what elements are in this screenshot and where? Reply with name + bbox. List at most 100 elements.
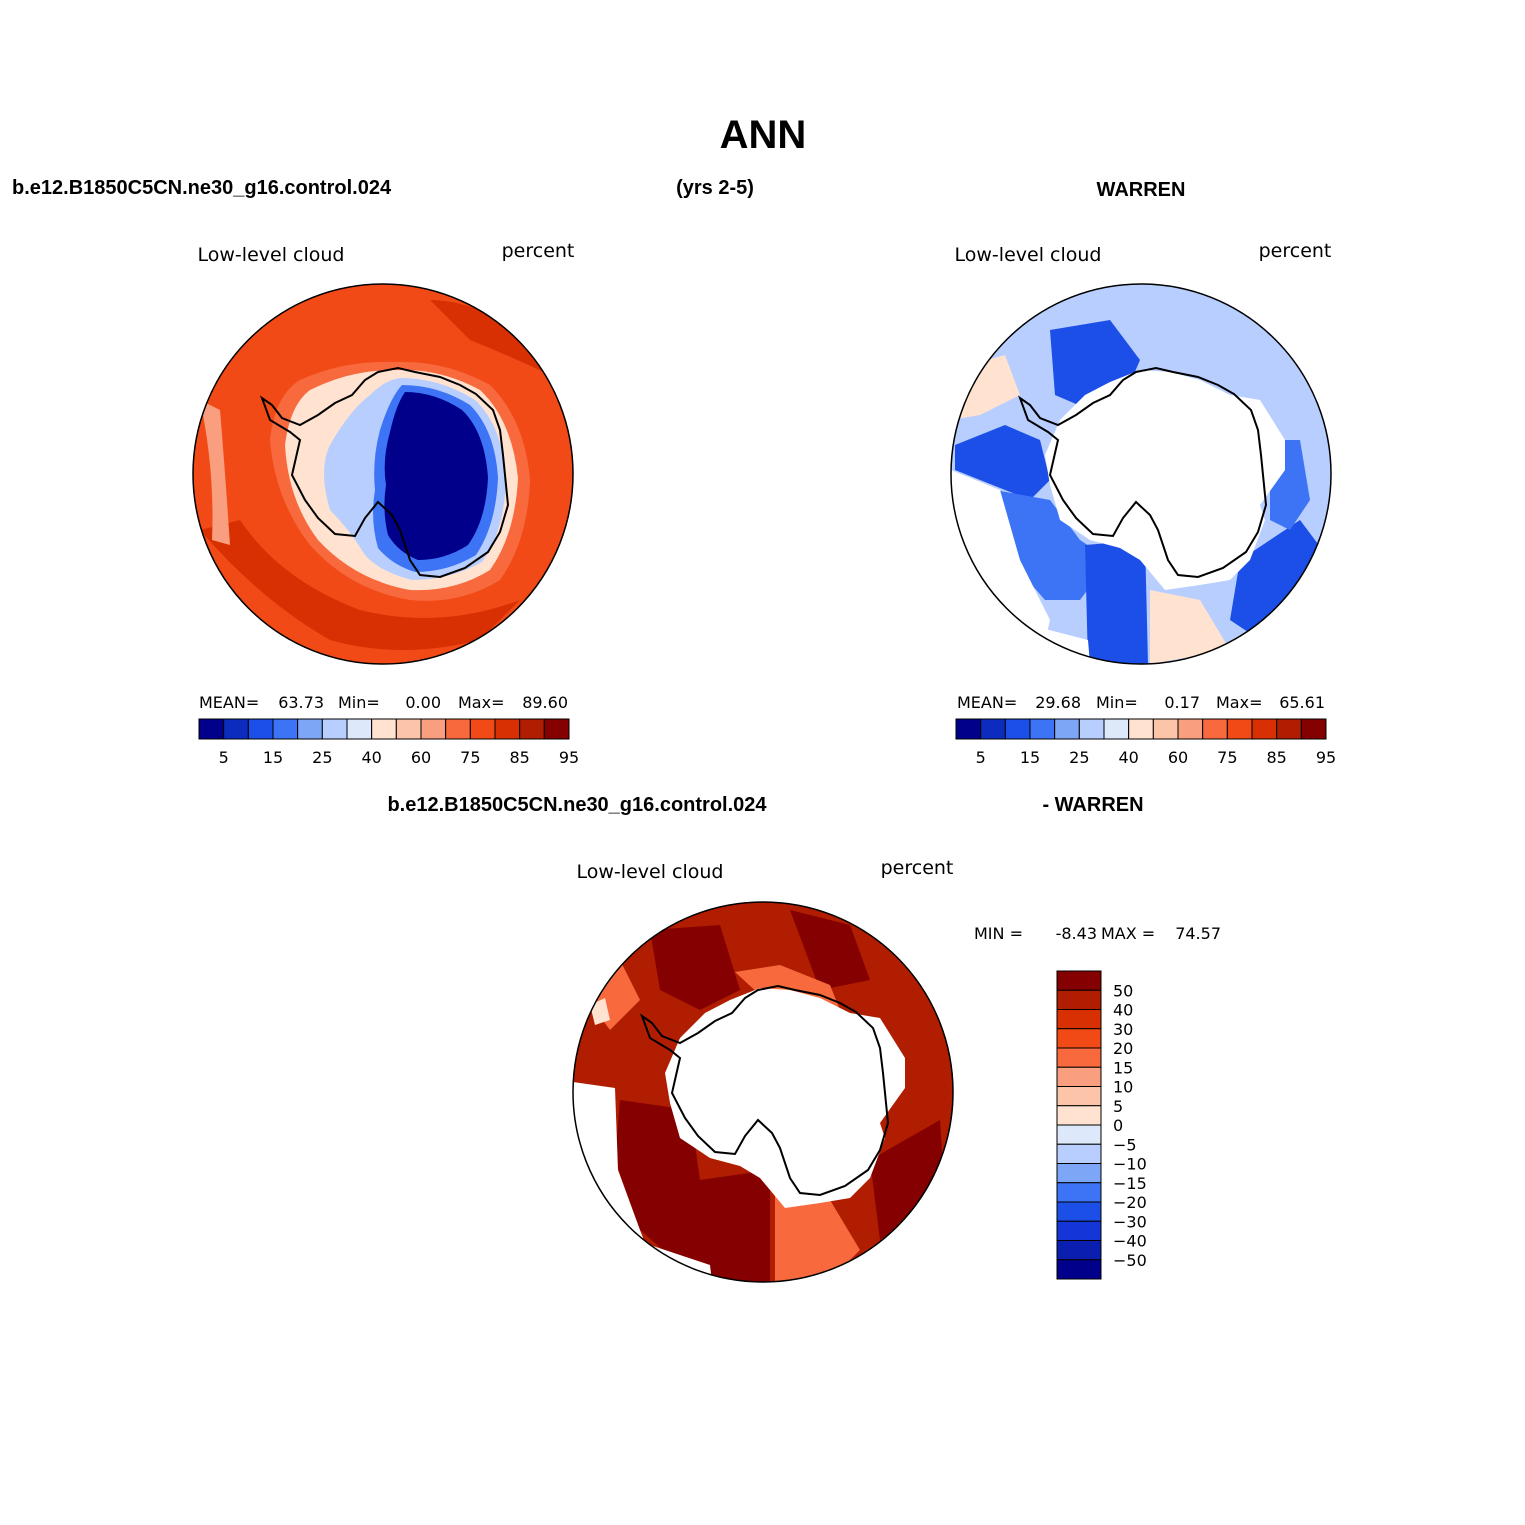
model-antarctica-coastline xyxy=(259,366,510,579)
model-colorbar-box xyxy=(346,718,373,740)
diff-colorbar-box xyxy=(1056,1047,1102,1068)
panel-diff-units: percent xyxy=(881,857,954,879)
diff-field-50-south xyxy=(615,1100,770,1282)
diff-colorbar-label: −50 xyxy=(1113,1251,1147,1270)
diff-min-label: MIN = xyxy=(974,924,1023,943)
model-colorbar-label: 85 xyxy=(509,748,529,767)
obs-mean-label: MEAN= xyxy=(957,693,1017,712)
obs-antarctica-coastline xyxy=(1017,366,1268,579)
obs-field-25-south xyxy=(1085,540,1148,664)
obs-field-25-southeast xyxy=(1230,520,1330,640)
obs-colorbar-box xyxy=(1029,718,1056,740)
obs-colorbar-box xyxy=(1152,718,1179,740)
diff-colorbar-label: 15 xyxy=(1113,1058,1133,1077)
panel-model-units: percent xyxy=(502,240,575,262)
model-colorbar-box xyxy=(297,718,323,740)
diff-colorbar-label: 10 xyxy=(1113,1078,1133,1097)
obs-colorbar-box xyxy=(955,718,982,740)
diff-colorbar-label: −30 xyxy=(1113,1212,1147,1231)
obs-colorbar-box xyxy=(1276,718,1302,740)
model-colorbar: 5 15 25 40 60 75 85 95 xyxy=(198,718,579,767)
diff-antarctica-coastline xyxy=(639,984,890,1197)
diff-colorbar-box xyxy=(1056,1086,1102,1107)
diff-colorbar-label: 5 xyxy=(1113,1097,1123,1116)
case-name: b.e12.B1850C5CN.ne30_g16.control.024 xyxy=(12,177,392,199)
diff-min-value: -8.43 xyxy=(1056,924,1097,943)
panel-diff-boundary xyxy=(572,901,954,1283)
model-colorbar-box xyxy=(395,718,422,740)
diff-field-50-north xyxy=(650,925,740,1010)
diff-colorbar-label: −5 xyxy=(1113,1135,1137,1154)
obs-colorbar-label: 60 xyxy=(1168,748,1188,767)
model-colorbar-label: 15 xyxy=(263,748,283,767)
obs-colorbar-label: 25 xyxy=(1069,748,1089,767)
model-colorbar-label: 25 xyxy=(312,748,332,767)
model-colorbar-box xyxy=(469,718,496,740)
model-colorbar-label: 60 xyxy=(411,748,431,767)
model-field-90-south xyxy=(200,520,520,650)
model-colorbar-box xyxy=(272,718,299,740)
panel-model-map xyxy=(193,284,573,664)
diff-colorbar-box xyxy=(1056,1163,1102,1184)
diff-colorbar-label: 20 xyxy=(1113,1039,1133,1058)
model-colorbar-box xyxy=(420,718,447,740)
obs-colorbar-box xyxy=(1202,718,1228,740)
model-colorbar-label: 95 xyxy=(559,748,579,767)
obs-colorbar-box xyxy=(1004,718,1031,740)
obs-colorbar-label: 95 xyxy=(1316,748,1336,767)
obs-colorbar: 5 15 25 40 60 75 85 95 xyxy=(955,718,1336,767)
diff-colorbar-label: 30 xyxy=(1113,1020,1133,1039)
diff-colorbar-label: −10 xyxy=(1113,1155,1147,1174)
diff-max-value: 74.57 xyxy=(1175,924,1221,943)
model-mean-value: 63.73 xyxy=(278,693,324,712)
obs-colorbar-box xyxy=(1251,718,1278,740)
model-field-75 xyxy=(200,400,230,545)
diff-colorbar-label: −15 xyxy=(1113,1174,1147,1193)
obs-mean-value: 29.68 xyxy=(1035,693,1081,712)
obs-min-label: Min= xyxy=(1096,693,1138,712)
diff-colorbar-box xyxy=(1056,1028,1102,1049)
obs-colorbar-label: 5 xyxy=(976,748,986,767)
diff-colorbar-label: 50 xyxy=(1113,981,1133,1000)
panel-obs: Low-level cloud percent MEAN= 29.68 Min=… xyxy=(950,240,1336,767)
diff-colorbar-label: −40 xyxy=(1113,1232,1147,1251)
model-colorbar-label: 5 xyxy=(219,748,229,767)
diff-colorbar-box xyxy=(1056,1066,1102,1087)
years-label: (yrs 2-5) xyxy=(676,177,754,199)
panel-diff: Low-level cloud percent MIN = -8.43 MAX … xyxy=(572,857,1221,1283)
model-colorbar-box xyxy=(543,718,570,740)
model-max-value: 89.60 xyxy=(522,693,568,712)
diff-colorbar-box xyxy=(1056,1240,1102,1261)
model-min-label: Min= xyxy=(338,693,380,712)
diff-colorbar-label: −20 xyxy=(1113,1193,1147,1212)
panel-diff-title: Low-level cloud xyxy=(577,861,724,883)
obs-colorbar-label: 40 xyxy=(1118,748,1138,767)
model-colorbar-box xyxy=(494,718,521,740)
diff-colorbar-box xyxy=(1056,1182,1102,1203)
model-colorbar-label: 75 xyxy=(460,748,480,767)
diff-colorbar-box xyxy=(1056,1009,1102,1030)
obs-colorbar-box xyxy=(1300,718,1327,740)
panel-model: Low-level cloud percent MEAN= 63.73 Min=… xyxy=(192,240,579,767)
diff-colorbar-box xyxy=(1056,1105,1102,1126)
panel-obs-units: percent xyxy=(1259,240,1332,262)
obs-colorbar-label: 75 xyxy=(1217,748,1237,767)
diff-case-name: b.e12.B1850C5CN.ne30_g16.control.024 xyxy=(387,794,767,816)
model-max-label: Max= xyxy=(458,693,504,712)
obs-colorbar-box xyxy=(980,718,1006,740)
diff-colorbar-label: 40 xyxy=(1113,1001,1133,1020)
obs-max-value: 65.61 xyxy=(1279,693,1325,712)
panel-diff-map xyxy=(573,902,953,1282)
obs-name: WARREN xyxy=(1097,179,1186,201)
obs-field-60-south xyxy=(1150,590,1230,664)
obs-max-label: Max= xyxy=(1216,693,1262,712)
model-colorbar-box xyxy=(519,718,545,740)
panel-obs-boundary xyxy=(950,283,1332,665)
model-colorbar-box xyxy=(321,718,348,740)
model-colorbar-box xyxy=(371,718,397,740)
obs-min-value: 0.17 xyxy=(1164,693,1200,712)
obs-colorbar-box xyxy=(1054,718,1080,740)
model-field-5 xyxy=(384,392,488,560)
